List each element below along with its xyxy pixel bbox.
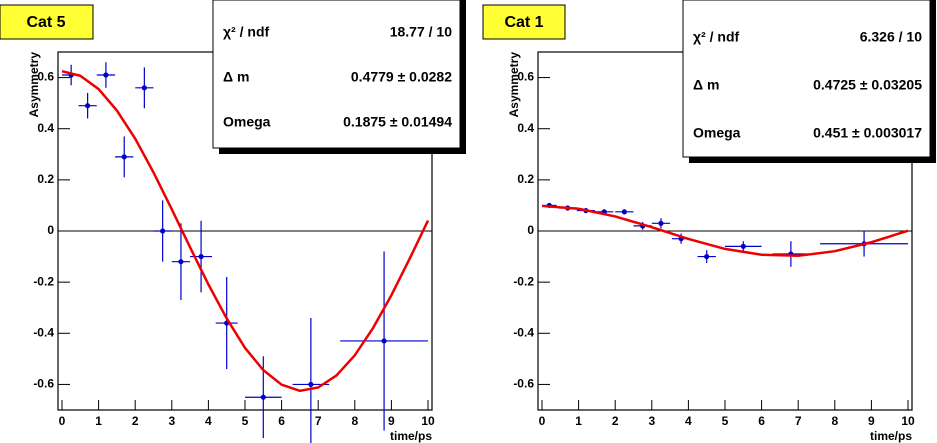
x-tick-label: 10 [901,414,915,428]
x-tick-label: 4 [685,414,692,428]
stats-box [212,0,461,149]
stats-label: χ² / ndf [693,29,739,45]
y-tick-label: -0.6 [513,377,534,391]
data-point [121,154,127,160]
data-point [704,253,710,260]
data-point [381,338,387,344]
y-tick-label: -0.6 [33,377,54,391]
stats-label: χ² / ndf [223,24,269,40]
stats-label: Omega [693,125,741,141]
category-label: Cat 5 [26,14,65,31]
category-box [0,4,94,40]
stats-value: 0.4779 ± 0.0282 [351,69,452,85]
data-point [621,209,627,215]
x-tick-label: 1 [95,414,102,428]
x-tick-label: 10 [421,414,435,428]
fit-curve [61,69,430,393]
x-tick-label: 4 [205,414,212,428]
data-point [141,85,147,91]
y-axis-title: Asymmetry [507,52,521,118]
x-tick-label: 7 [315,414,322,428]
category-box [482,4,566,40]
x-tick-label: 6 [278,414,285,428]
x-tick-label: 0 [59,414,66,428]
x-tick-label: 2 [612,414,619,428]
x-tick-label: 0 [539,414,546,428]
x-tick-label: 8 [351,414,358,428]
y-tick-label: -0.2 [513,274,534,288]
stats-value: 0.451 ± 0.003017 [813,125,922,141]
data-point [198,253,204,260]
x-tick-label: 9 [868,414,875,428]
x-tick-label: 3 [168,414,175,428]
stats-label: Δ m [693,77,719,93]
x-tick-label: 9 [388,414,395,428]
stats-value: 18.77 / 10 [390,24,452,40]
x-tick-label: 2 [132,414,139,428]
y-axis-title: Asymmetry [27,52,41,118]
y-tick-label: 0.4 [517,121,534,135]
x-axis-title: time/ps [870,429,912,443]
y-tick-label: -0.4 [513,325,534,339]
y-tick-label: 0.6 [37,70,54,84]
data-points [62,62,428,443]
x-tick-label: 5 [242,414,249,428]
data-point [658,220,664,226]
y-tick-label: 0 [47,223,54,237]
stats-label: Δ m [223,69,249,85]
fit-curve [541,204,909,258]
y-tick-label: -0.4 [33,325,54,339]
stats-label: Omega [223,114,271,130]
y-tick-label: 0.6 [517,70,534,84]
data-point [178,259,184,265]
x-tick-label: 5 [722,414,729,428]
category-label: Cat 1 [504,14,543,31]
data-point [740,243,746,249]
data-point [103,72,109,78]
data-point [85,103,91,109]
data-point [260,394,266,400]
stats-value: 6.326 / 10 [860,29,922,45]
x-tick-label: 3 [648,414,655,428]
x-tick-label: 1 [575,414,582,428]
x-tick-label: 6 [758,414,765,428]
x-tick-label: 8 [831,414,838,428]
y-tick-label: 0 [527,223,534,237]
stats-box [682,0,931,158]
x-axis-title: time/ps [390,429,432,443]
y-tick-label: 0.2 [37,172,54,186]
stats-value: 0.1875 ± 0.01494 [343,114,452,130]
data-point [160,228,166,234]
data-point [308,381,314,388]
y-tick-label: -0.2 [33,274,54,288]
stats-value: 0.4725 ± 0.03205 [813,77,922,93]
x-tick-label: 7 [795,414,802,428]
y-tick-label: 0.2 [517,172,534,186]
y-tick-label: 0.4 [37,121,54,135]
